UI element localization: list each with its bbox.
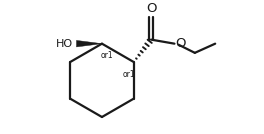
- Text: or1: or1: [100, 51, 113, 60]
- Text: O: O: [176, 37, 186, 50]
- Text: O: O: [146, 2, 156, 15]
- Polygon shape: [77, 40, 102, 47]
- Text: or1: or1: [123, 70, 135, 79]
- Text: HO: HO: [56, 39, 73, 49]
